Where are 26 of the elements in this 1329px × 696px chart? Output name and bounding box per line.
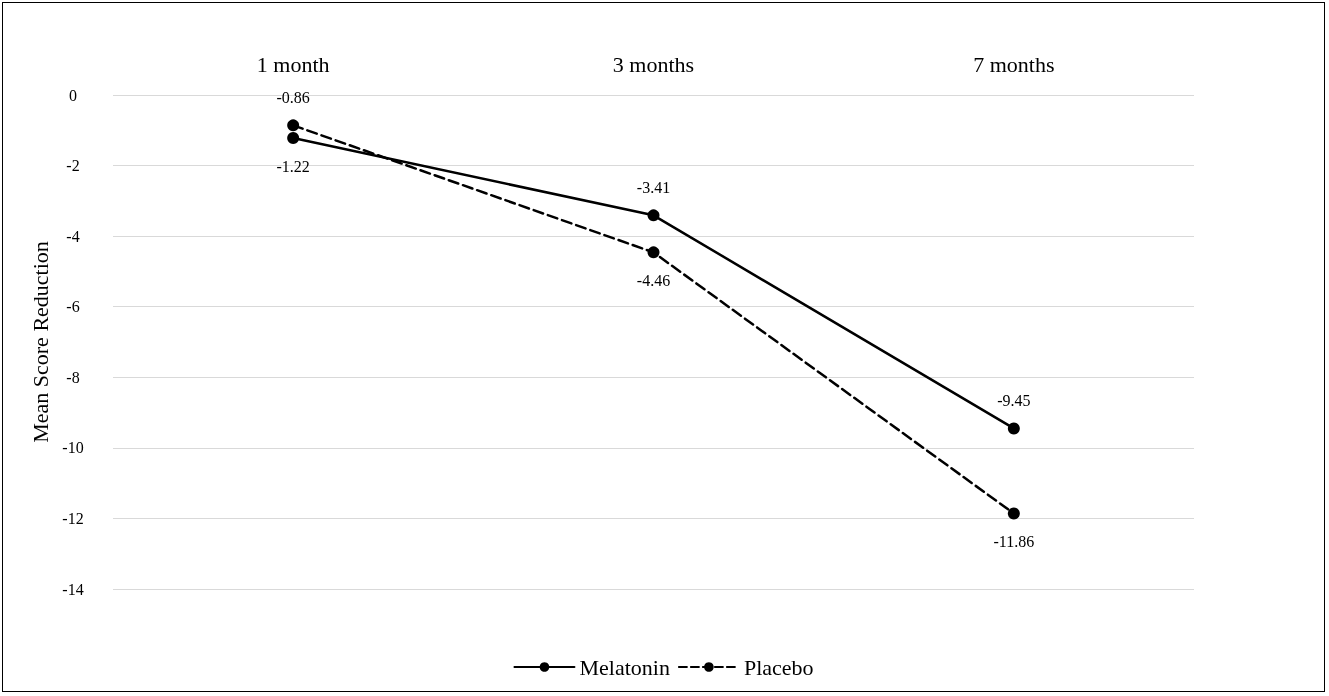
legend-label: Placebo	[743, 654, 814, 680]
y-tick-label: -8	[66, 368, 80, 386]
point	[647, 209, 660, 222]
x-tick-label: 7 months	[973, 51, 1055, 77]
data-label: -4.46	[636, 271, 671, 289]
y-tick-label: -12	[62, 509, 84, 527]
data-label: -1.22	[276, 157, 310, 175]
y-tick-label: -2	[66, 157, 80, 175]
y-tick-label: -6	[66, 298, 80, 316]
point	[287, 132, 300, 145]
x-tick-label: 1 month	[256, 51, 330, 77]
point	[647, 246, 660, 259]
y-tick-label: -14	[62, 580, 84, 598]
y-tick-label: 0	[69, 86, 77, 104]
data-label: -3.41	[636, 178, 671, 196]
point	[1007, 422, 1020, 435]
y-tick-label: -10	[62, 439, 84, 457]
data-label: -0.86	[276, 88, 310, 106]
point	[287, 119, 300, 132]
y-tick-label: -4	[66, 227, 80, 245]
y-axis-title: Mean Score Reduction	[27, 241, 53, 443]
x-tick-label: 3 months	[612, 51, 695, 77]
point	[1007, 507, 1020, 520]
legend-label: Melatonin	[579, 654, 670, 680]
data-label: -11.86	[993, 532, 1035, 550]
data-label: -9.45	[997, 391, 1031, 409]
